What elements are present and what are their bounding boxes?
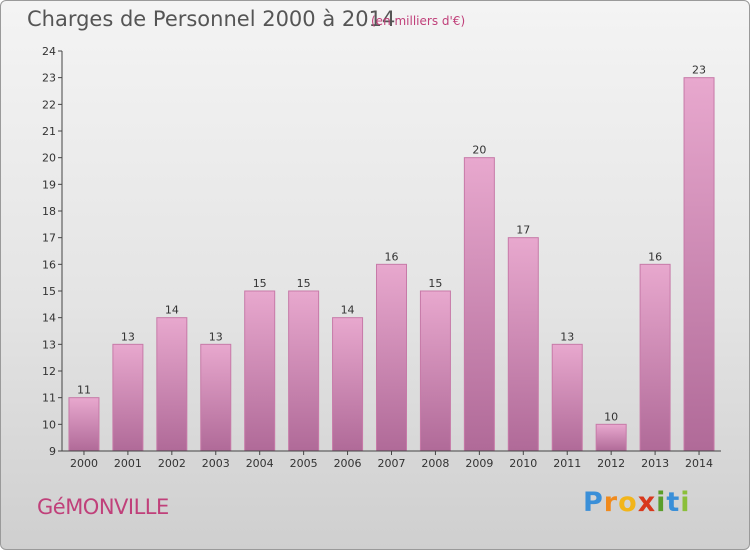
commune-name: GéMONVILLE: [37, 495, 169, 519]
x-tick-label: 2009: [465, 457, 493, 470]
y-tick-label: 17: [42, 232, 56, 245]
bar: [244, 290, 276, 452]
bar-value-label: 17: [516, 224, 530, 237]
y-tick-label: 15: [42, 285, 56, 298]
bar: [68, 397, 100, 452]
bar: [507, 237, 539, 452]
logo-letter: r: [603, 487, 619, 518]
bar-value-label: 11: [77, 384, 91, 397]
y-tick-label: 9: [49, 445, 56, 458]
x-tick-label: 2012: [597, 457, 625, 470]
bar: [551, 343, 583, 452]
chart-title: Charges de Personnel 2000 à 2014: [27, 7, 396, 31]
logo-letter: t: [666, 487, 681, 518]
bar: [463, 157, 495, 452]
y-tick-label: 16: [42, 258, 56, 271]
y-tick-label: 11: [42, 392, 56, 405]
bar: [595, 423, 627, 452]
y-tick-label: 10: [42, 418, 56, 431]
bar-value-label: 10: [604, 410, 618, 423]
bar: [639, 263, 671, 452]
x-tick-label: 2010: [509, 457, 537, 470]
y-tick-label: 14: [42, 312, 56, 325]
bar-value-label: 14: [341, 304, 355, 317]
logo-letter: i: [680, 487, 691, 518]
x-tick-label: 2003: [202, 457, 230, 470]
x-tick-label: 2011: [553, 457, 581, 470]
y-tick-label: 22: [42, 98, 56, 111]
logo-letter: o: [618, 487, 638, 518]
bar-value-label: 13: [209, 330, 223, 343]
logo-letter: i: [656, 487, 667, 518]
logo-letter: x: [637, 487, 657, 518]
bar-value-label: 15: [428, 277, 442, 290]
y-tick-label: 21: [42, 125, 56, 138]
x-tick-label: 2014: [685, 457, 713, 470]
bars-group: 11 13 14 13 15 15 14 16 15 20 17 13 10 16 23: [68, 64, 715, 452]
x-tick-label: 2001: [114, 457, 142, 470]
bar-value-label: 23: [692, 64, 706, 77]
y-tick-label: 18: [42, 205, 56, 218]
bar-value-label: 16: [648, 250, 662, 263]
bar: [200, 343, 232, 452]
x-tick-label: 2006: [334, 457, 362, 470]
chart-subtitle: (en milliers d'€): [371, 14, 466, 28]
y-tick-label: 19: [42, 178, 56, 191]
x-tick-label: 2005: [290, 457, 318, 470]
bar-value-label: 20: [472, 144, 486, 157]
bar-value-label: 14: [165, 304, 179, 317]
x-tick-label: 2008: [421, 457, 449, 470]
x-tick-label: 2002: [158, 457, 186, 470]
bar: [419, 290, 451, 452]
proxiti-logo: Proxiti: [583, 487, 691, 518]
x-tick-label: 2007: [378, 457, 406, 470]
bar-value-label: 13: [121, 330, 135, 343]
y-tick-label: 20: [42, 152, 56, 165]
bar: [683, 77, 715, 452]
logo-letter: P: [583, 487, 604, 518]
axes-group: 9 10 11 12 13 14 15 16 17 18 19 20 21 22 23 24 2000 2001 2…: [42, 45, 721, 470]
y-tick-label: 24: [42, 45, 56, 58]
x-tick-label: 2013: [641, 457, 669, 470]
bar: [156, 317, 188, 452]
x-tick-label: 2004: [246, 457, 274, 470]
x-tick-label: 2000: [70, 457, 98, 470]
y-tick-label: 13: [42, 338, 56, 351]
bar-value-label: 15: [297, 277, 311, 290]
y-tick-label: 12: [42, 365, 56, 378]
y-tick-label: 23: [42, 72, 56, 85]
bar: [332, 317, 364, 452]
bar: [112, 343, 144, 452]
bar-value-label: 16: [385, 250, 399, 263]
bar-value-label: 15: [253, 277, 267, 290]
bar: [376, 263, 407, 452]
bar: [288, 290, 320, 452]
bar-value-label: 13: [560, 330, 574, 343]
